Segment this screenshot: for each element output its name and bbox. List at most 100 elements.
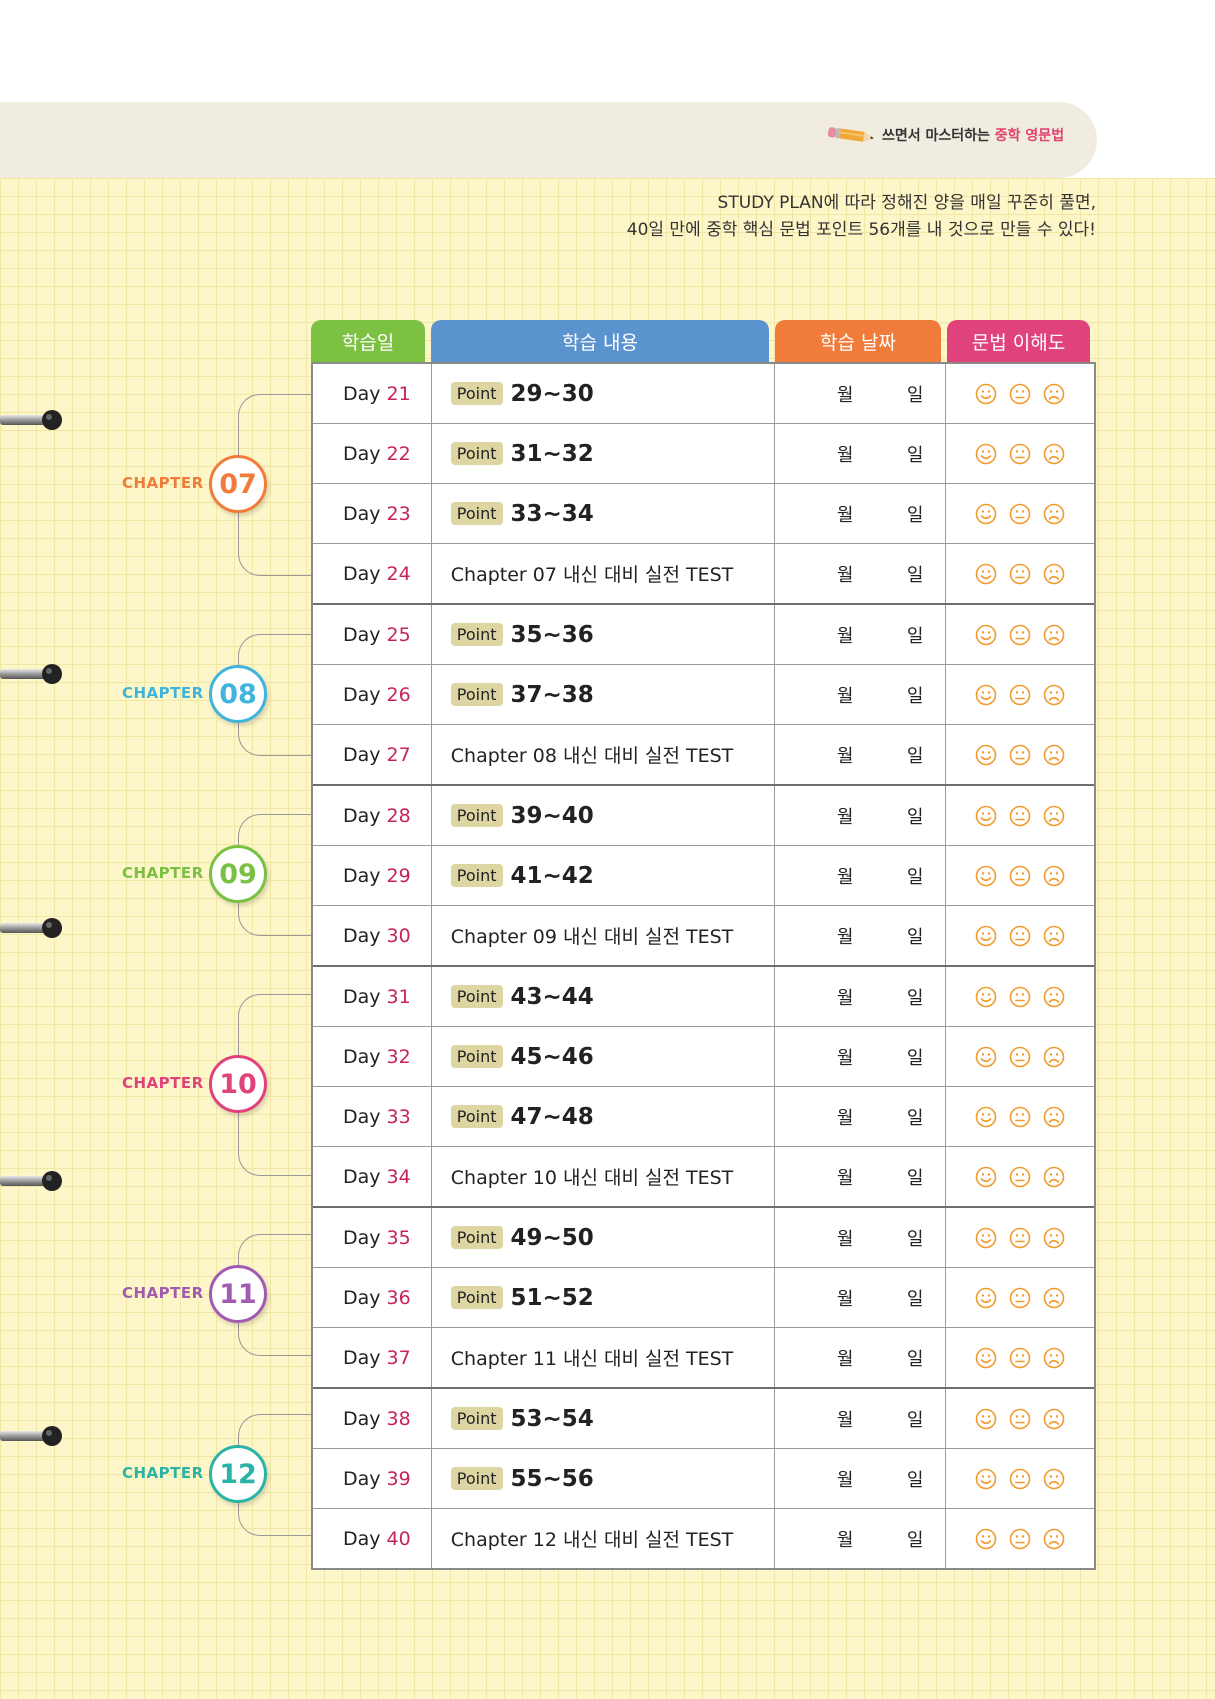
happy-face-icon[interactable] — [975, 1528, 997, 1550]
sad-face-icon[interactable] — [1043, 925, 1065, 947]
neutral-face-icon[interactable] — [1009, 1528, 1031, 1550]
neutral-face-icon[interactable] — [1009, 1287, 1031, 1309]
neutral-face-icon[interactable] — [1009, 986, 1031, 1008]
month-label: 월 — [836, 444, 854, 466]
point-range: 43~44 — [510, 983, 594, 1010]
sad-face-icon[interactable] — [1043, 805, 1065, 827]
sad-face-icon[interactable] — [1043, 563, 1065, 585]
sad-face-icon[interactable] — [1043, 1106, 1065, 1128]
neutral-face-icon[interactable] — [1009, 1227, 1031, 1249]
chapter-number-badge: 10 — [209, 1055, 267, 1113]
sad-face-icon[interactable] — [1043, 744, 1065, 766]
day-cell: Day 36 — [313, 1268, 432, 1327]
header-understanding: 문법 이해도 — [947, 320, 1090, 362]
neutral-face-icon[interactable] — [1009, 383, 1031, 405]
happy-face-icon[interactable] — [975, 383, 997, 405]
happy-face-icon[interactable] — [975, 1468, 997, 1490]
happy-face-icon[interactable] — [975, 1287, 997, 1309]
sad-face-icon[interactable] — [1043, 1528, 1065, 1550]
happy-face-icon[interactable] — [975, 1408, 997, 1430]
neutral-face-icon[interactable] — [1009, 744, 1031, 766]
understanding-cell — [946, 1509, 1094, 1568]
day-label: Day — [343, 442, 381, 465]
happy-face-icon[interactable] — [975, 865, 997, 887]
happy-face-icon[interactable] — [975, 624, 997, 646]
happy-face-icon[interactable] — [975, 1227, 997, 1249]
chapter-label: CHAPTER — [122, 1464, 204, 1482]
day-cell: Day 39 — [313, 1449, 432, 1508]
happy-face-icon[interactable] — [975, 925, 997, 947]
neutral-face-icon[interactable] — [1009, 865, 1031, 887]
neutral-face-icon[interactable] — [1009, 1408, 1031, 1430]
sad-face-icon[interactable] — [1043, 383, 1065, 405]
table-row: Day 36 Point 51~52 월 일 — [313, 1267, 1094, 1327]
neutral-face-icon[interactable] — [1009, 1166, 1031, 1188]
sad-face-icon[interactable] — [1043, 1408, 1065, 1430]
sad-face-icon[interactable] — [1043, 986, 1065, 1008]
neutral-face-icon[interactable] — [1009, 563, 1031, 585]
neutral-face-icon[interactable] — [1009, 925, 1031, 947]
day-number: 21 — [386, 382, 411, 405]
sad-face-icon[interactable] — [1043, 1227, 1065, 1249]
neutral-face-icon[interactable] — [1009, 684, 1031, 706]
day-label: Day — [343, 1346, 381, 1369]
sad-face-icon[interactable] — [1043, 443, 1065, 465]
happy-face-icon[interactable] — [975, 1347, 997, 1369]
happy-face-icon[interactable] — [975, 443, 997, 465]
happy-face-icon[interactable] — [975, 503, 997, 525]
happy-face-icon[interactable] — [975, 1106, 997, 1128]
sad-face-icon[interactable] — [1043, 1287, 1065, 1309]
day-label: Day — [343, 864, 381, 887]
happy-face-icon[interactable] — [975, 684, 997, 706]
happy-face-icon[interactable] — [975, 563, 997, 585]
neutral-face-icon[interactable] — [1009, 805, 1031, 827]
sad-face-icon[interactable] — [1043, 1046, 1065, 1068]
sad-face-icon[interactable] — [1043, 624, 1065, 646]
chapter-test-label: Chapter 09 내신 대비 실전 TEST — [450, 926, 734, 948]
happy-face-icon[interactable] — [975, 986, 997, 1008]
sad-face-icon[interactable] — [1043, 1468, 1065, 1490]
day-number: 22 — [386, 442, 411, 465]
sad-face-icon[interactable] — [1043, 503, 1065, 525]
neutral-face-icon[interactable] — [1009, 1106, 1031, 1128]
happy-face-icon[interactable] — [975, 1046, 997, 1068]
day-cell: Day 24 — [313, 544, 432, 603]
binder-ring — [0, 1170, 62, 1192]
sad-face-icon[interactable] — [1043, 865, 1065, 887]
neutral-face-icon[interactable] — [1009, 1046, 1031, 1068]
neutral-face-icon[interactable] — [1009, 503, 1031, 525]
table-row: Day 27 Chapter 08 내신 대비 실전 TEST 월 일 — [313, 724, 1094, 784]
neutral-face-icon[interactable] — [1009, 1347, 1031, 1369]
understanding-cell — [946, 1449, 1094, 1508]
neutral-face-icon[interactable] — [1009, 624, 1031, 646]
sad-face-icon[interactable] — [1043, 684, 1065, 706]
happy-face-icon[interactable] — [975, 805, 997, 827]
neutral-face-icon[interactable] — [1009, 443, 1031, 465]
sad-face-icon[interactable] — [1043, 1166, 1065, 1188]
neutral-face-icon[interactable] — [1009, 1468, 1031, 1490]
happy-face-icon[interactable] — [975, 1166, 997, 1188]
sad-face-icon[interactable] — [1043, 1347, 1065, 1369]
happy-face-icon[interactable] — [975, 744, 997, 766]
understanding-cell — [946, 544, 1094, 603]
